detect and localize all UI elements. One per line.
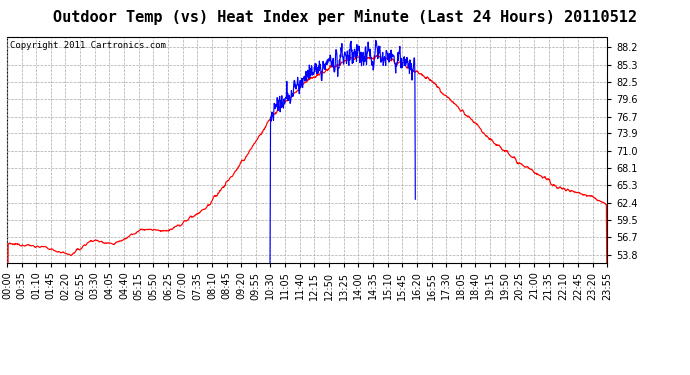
Text: Outdoor Temp (vs) Heat Index per Minute (Last 24 Hours) 20110512: Outdoor Temp (vs) Heat Index per Minute … bbox=[53, 9, 637, 26]
Text: Copyright 2011 Cartronics.com: Copyright 2011 Cartronics.com bbox=[10, 41, 166, 50]
